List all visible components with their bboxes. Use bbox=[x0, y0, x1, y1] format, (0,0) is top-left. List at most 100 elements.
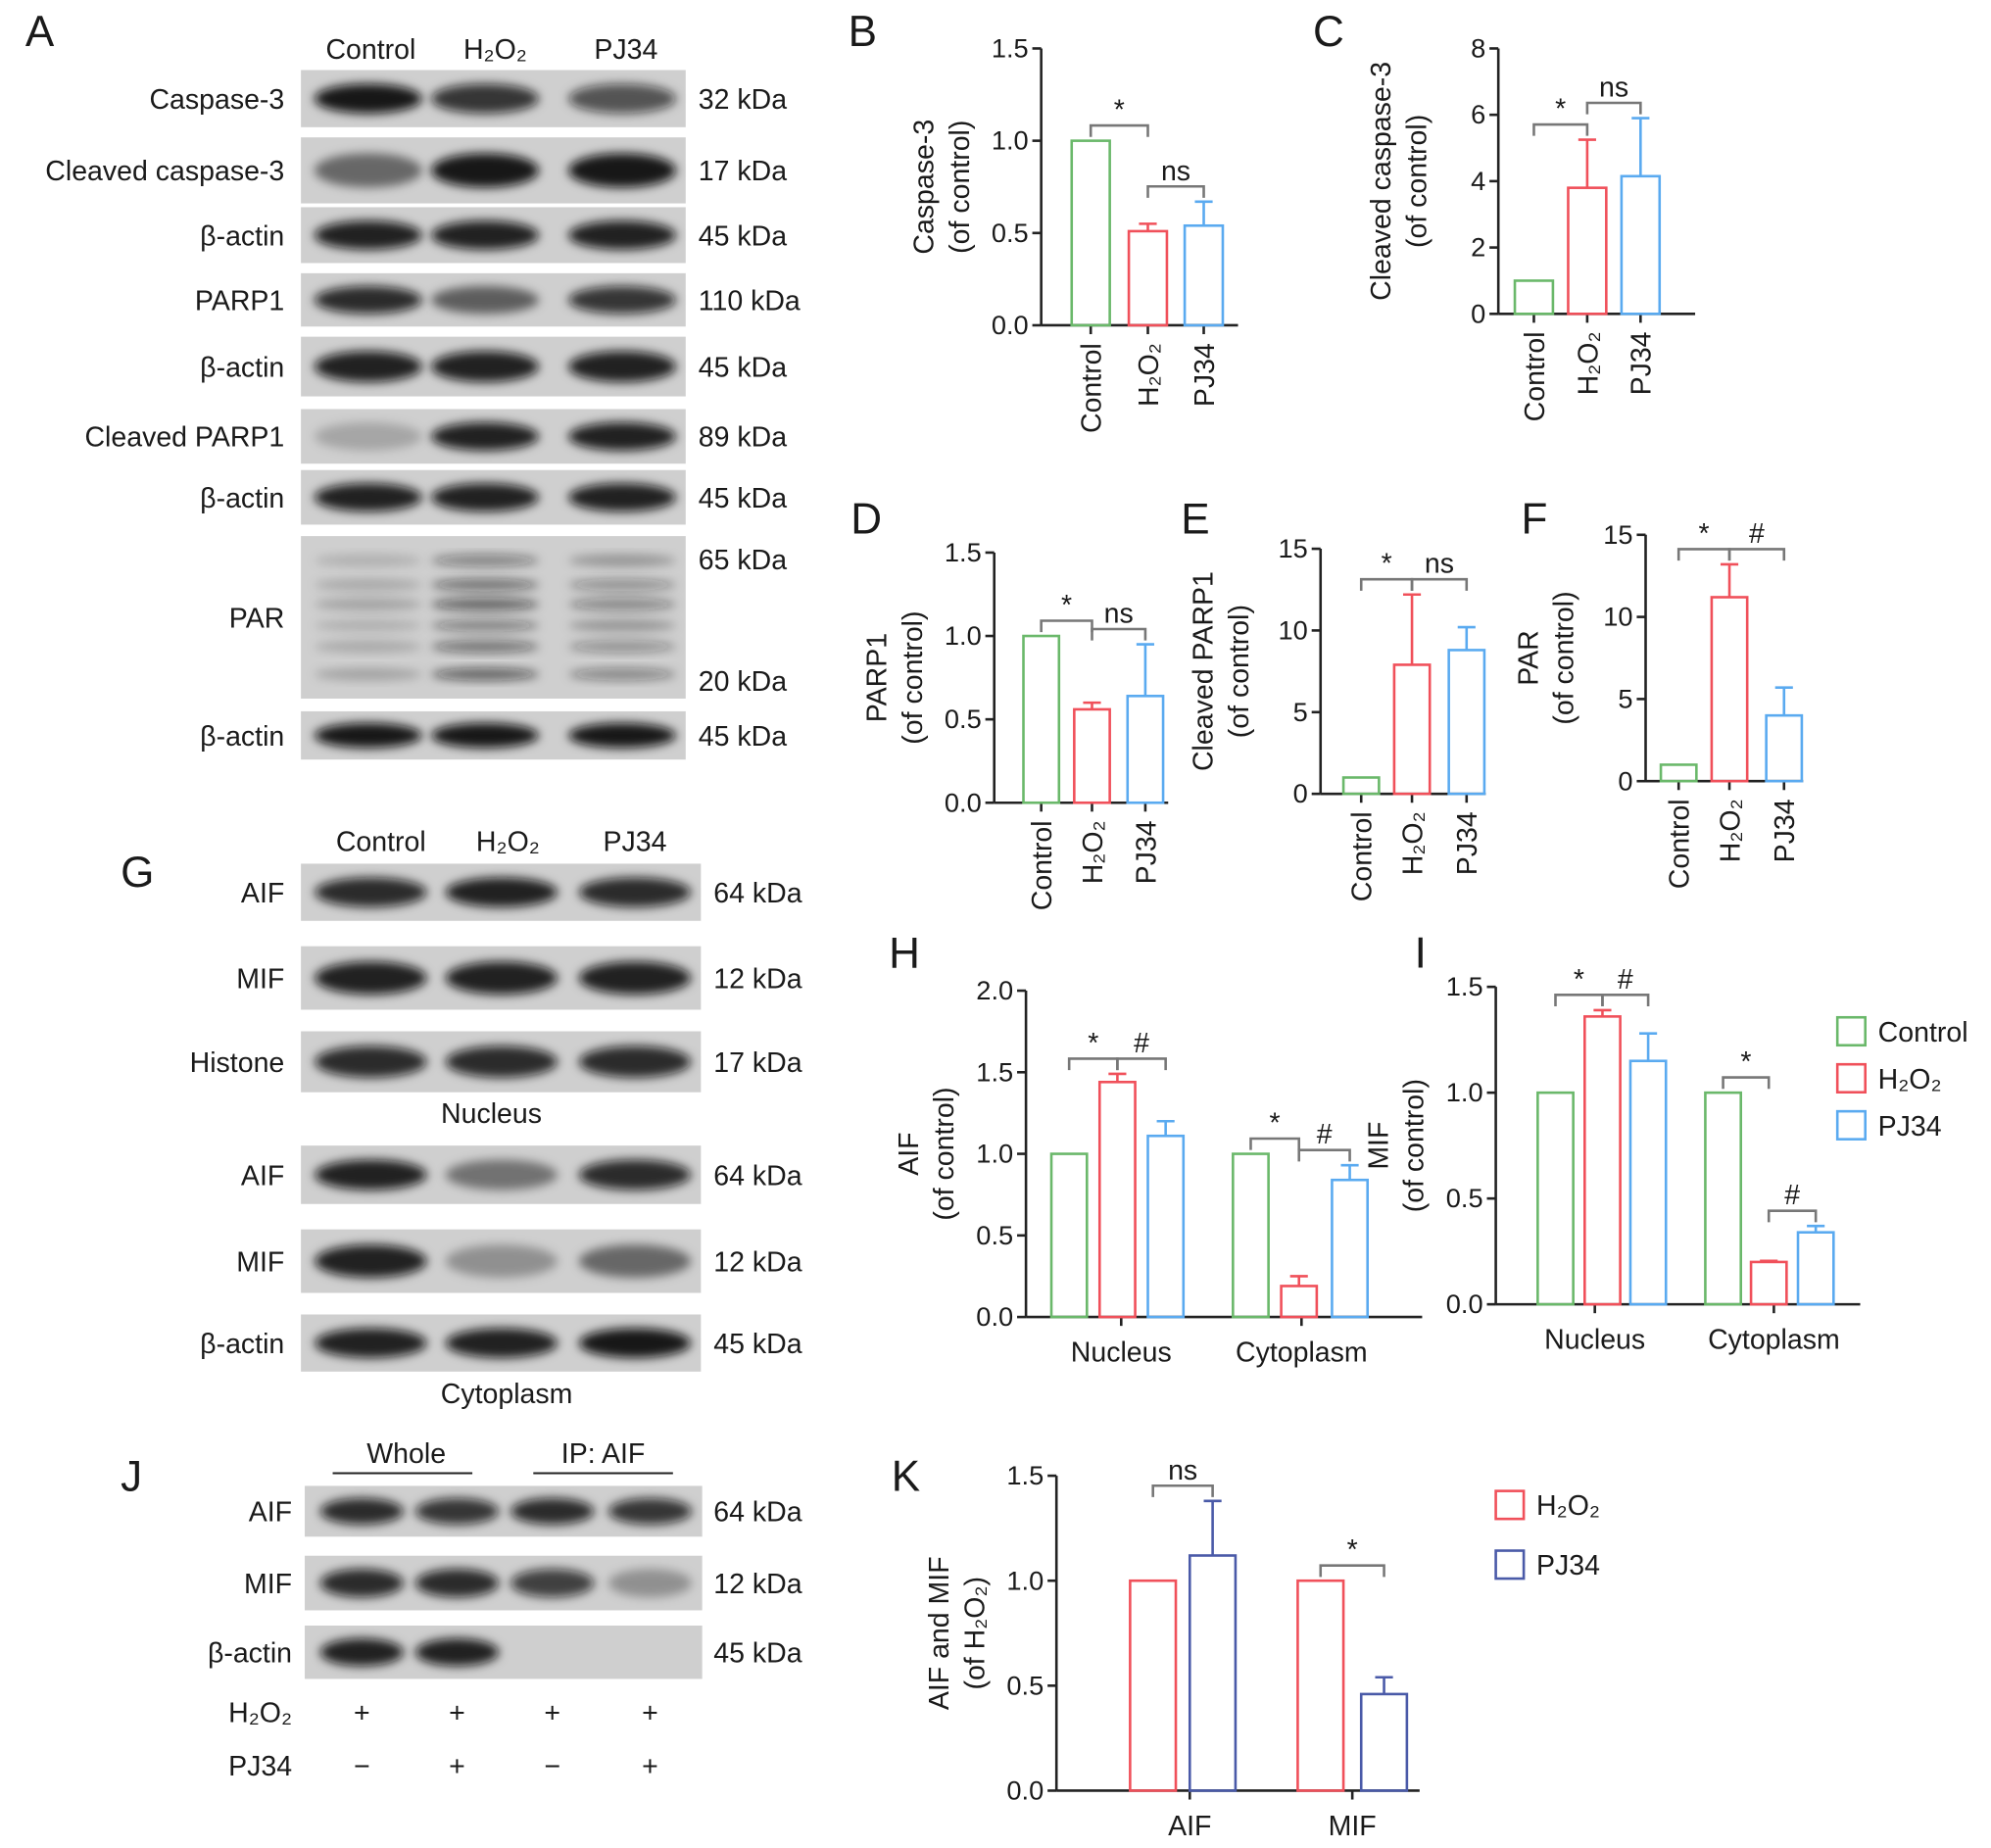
panel-letter-I: I bbox=[1415, 930, 1427, 978]
protein-label: Cleaved PARP1 bbox=[84, 422, 284, 454]
blot-row: β-actin 45 kDa bbox=[200, 336, 787, 397]
blot-band bbox=[314, 554, 422, 567]
legend-label: PJ34 bbox=[1536, 1550, 1600, 1581]
y-axis-label: AIF and MIF bbox=[924, 1556, 955, 1710]
y-tick-label: 1.0 bbox=[1006, 1565, 1044, 1595]
significance-label: ns bbox=[1599, 73, 1628, 104]
blot-band bbox=[578, 1328, 692, 1358]
chart-B: 0.0 0.5 1.0 1.5 Caspase-3 (of control) Control… bbox=[909, 33, 1238, 433]
significance-label: # bbox=[1784, 1180, 1800, 1211]
y-tick-label: 1.5 bbox=[1446, 971, 1483, 1001]
y-tick-label: 0 bbox=[1293, 778, 1308, 808]
x-tick-label: AIF bbox=[1168, 1811, 1211, 1842]
blot-panel-A: Control H₂O₂ PJ34 Caspase-3 32 kDa Cleaved ca… bbox=[45, 34, 801, 760]
y-axis-label: Cleaved caspase-3 bbox=[1366, 62, 1397, 301]
legend-label: H₂O₂ bbox=[1878, 1064, 1942, 1095]
y-tick-label: 0.5 bbox=[1446, 1183, 1483, 1213]
significance-bracket bbox=[1722, 1076, 1771, 1090]
blot-band bbox=[314, 153, 422, 188]
y-tick-label: 0.5 bbox=[992, 218, 1029, 248]
western-blots: Control H₂O₂ PJ34 Caspase-3 32 kDa Cleaved ca… bbox=[45, 34, 801, 1782]
treatment-label: H₂O₂ bbox=[228, 1697, 292, 1728]
panel-letter-F: F bbox=[1522, 496, 1548, 544]
blot-band bbox=[314, 351, 422, 382]
significance-label: ns bbox=[1425, 549, 1454, 580]
blot-band bbox=[431, 421, 540, 451]
molecular-weight: 45 kDa bbox=[699, 721, 787, 753]
blot-row: β-actin 45 kDa bbox=[200, 1314, 802, 1372]
significance-bracket bbox=[1554, 994, 1604, 1007]
molecular-weight: 32 kDa bbox=[699, 84, 787, 116]
blot-band bbox=[607, 1569, 693, 1598]
treatment-mark: + bbox=[544, 1697, 560, 1728]
blot-band bbox=[314, 83, 422, 114]
protein-label: MIF bbox=[244, 1569, 292, 1600]
protein-label: Cleaved caspase-3 bbox=[45, 156, 284, 187]
treatment-mark: + bbox=[642, 1751, 658, 1782]
significance-bracket bbox=[1319, 1564, 1385, 1578]
legend-swatch bbox=[1835, 1015, 1867, 1047]
molecular-weight: 45 kDa bbox=[699, 352, 787, 383]
significance-bracket bbox=[1767, 1209, 1818, 1223]
y-tick-label: 5 bbox=[1293, 697, 1308, 727]
significance-bracket bbox=[1040, 619, 1093, 633]
bar bbox=[1070, 139, 1111, 327]
blot-band bbox=[431, 83, 540, 114]
blot-band bbox=[607, 1497, 693, 1525]
x-tick-label: PJ34 bbox=[1452, 811, 1483, 875]
chart-C: 0 2 4 6 8 Cleaved caspase-3 (of control) Contro… bbox=[1366, 33, 1696, 421]
x-tick-label: PJ34 bbox=[1131, 820, 1162, 884]
chart-D: 0.0 0.5 1.0 1.5 PARP1 (of control) Control H₂O₂… bbox=[862, 537, 1169, 910]
protein-label: MIF bbox=[236, 963, 284, 995]
blot-band bbox=[414, 1569, 500, 1598]
protein-label: β-actin bbox=[200, 352, 284, 383]
blot-band bbox=[431, 667, 540, 681]
y-axis-label: (of control) bbox=[1401, 115, 1433, 248]
y-tick-label: 1.5 bbox=[945, 537, 982, 567]
bar bbox=[1765, 713, 1804, 783]
protein-label: β-actin bbox=[200, 1329, 284, 1360]
molecular-weight: 89 kDa bbox=[699, 422, 787, 454]
blot-row: PAR 65 kDa 20 kDa bbox=[229, 536, 787, 699]
blot-band bbox=[568, 351, 676, 382]
bar bbox=[1341, 776, 1381, 796]
panel-letter-G: G bbox=[121, 849, 154, 897]
blot-band bbox=[414, 1638, 500, 1667]
bar bbox=[1447, 649, 1486, 796]
bar bbox=[1796, 1231, 1835, 1306]
significance-label: ns bbox=[1168, 1455, 1197, 1486]
significance-label: * bbox=[1270, 1108, 1281, 1140]
blot-band bbox=[314, 640, 422, 654]
blot-band bbox=[319, 1569, 404, 1598]
blot-band bbox=[431, 618, 540, 632]
blot-panel-G: Control H₂O₂ PJ34 AIF 64 kDa MIF 12 kDa Histone… bbox=[190, 826, 802, 1410]
blot-band bbox=[314, 285, 422, 315]
protein-label: MIF bbox=[236, 1246, 284, 1278]
y-tick-label: 0.0 bbox=[1446, 1289, 1483, 1319]
significance-label: * bbox=[1699, 518, 1710, 550]
significance-bracket bbox=[1585, 101, 1642, 115]
y-tick-label: 0.0 bbox=[945, 787, 982, 817]
y-axis-label: MIF bbox=[1363, 1122, 1394, 1170]
blot-band bbox=[314, 483, 422, 512]
lane-header: PJ34 bbox=[594, 34, 657, 66]
blot-row: MIF 12 kDa bbox=[236, 1229, 802, 1293]
y-tick-label: 0.0 bbox=[976, 1301, 1013, 1332]
significance-label: # bbox=[1134, 1028, 1149, 1059]
panel-letter-E: E bbox=[1181, 496, 1209, 544]
bar bbox=[1232, 1152, 1270, 1319]
chart-K: 0.0 0.5 1.0 1.5 AIF and MIF (of H₂O₂) AIF MIF ns… bbox=[924, 1455, 1600, 1842]
lane-header: H₂O₂ bbox=[463, 34, 527, 66]
legend-label: Control bbox=[1878, 1017, 1968, 1048]
bar bbox=[1628, 1059, 1668, 1306]
chart-H: 0.0 0.5 1.0 1.5 2.0 AIF (of control) Nucleus Cyt… bbox=[894, 975, 1423, 1368]
bar bbox=[1126, 695, 1165, 804]
legend-swatch bbox=[1494, 1549, 1526, 1581]
blot-band bbox=[568, 618, 676, 632]
x-tick-label: H₂O₂ bbox=[1715, 799, 1746, 862]
significance-bracket bbox=[1359, 577, 1414, 591]
blot-band bbox=[314, 578, 422, 592]
blot-row: Cleaved caspase-3 17 kDa bbox=[45, 137, 787, 204]
blot-band bbox=[578, 1046, 692, 1078]
blot-band bbox=[568, 285, 676, 315]
